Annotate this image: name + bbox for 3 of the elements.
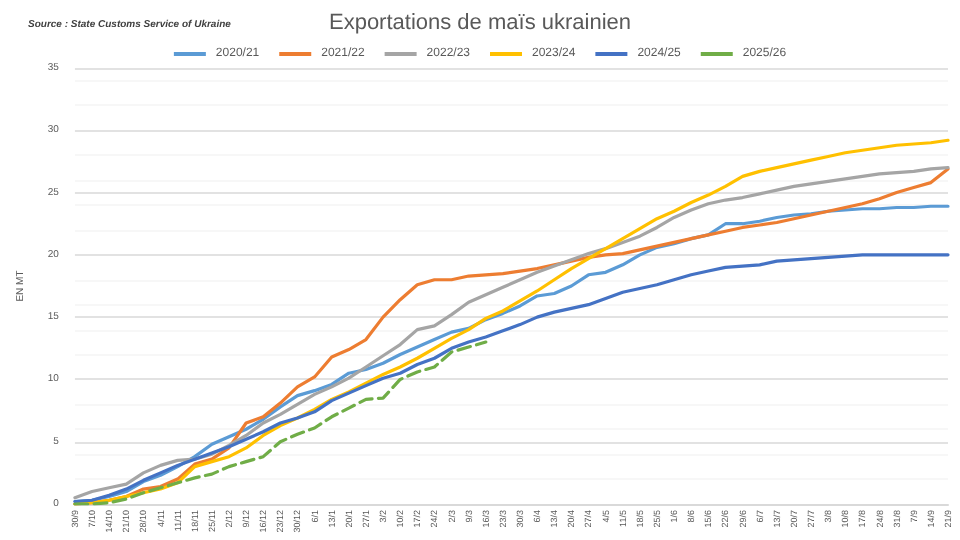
line-series: [73, 340, 488, 506]
chart-title: Exportations de maïs ukrainien: [328, 11, 632, 35]
line-series: [73, 253, 950, 504]
